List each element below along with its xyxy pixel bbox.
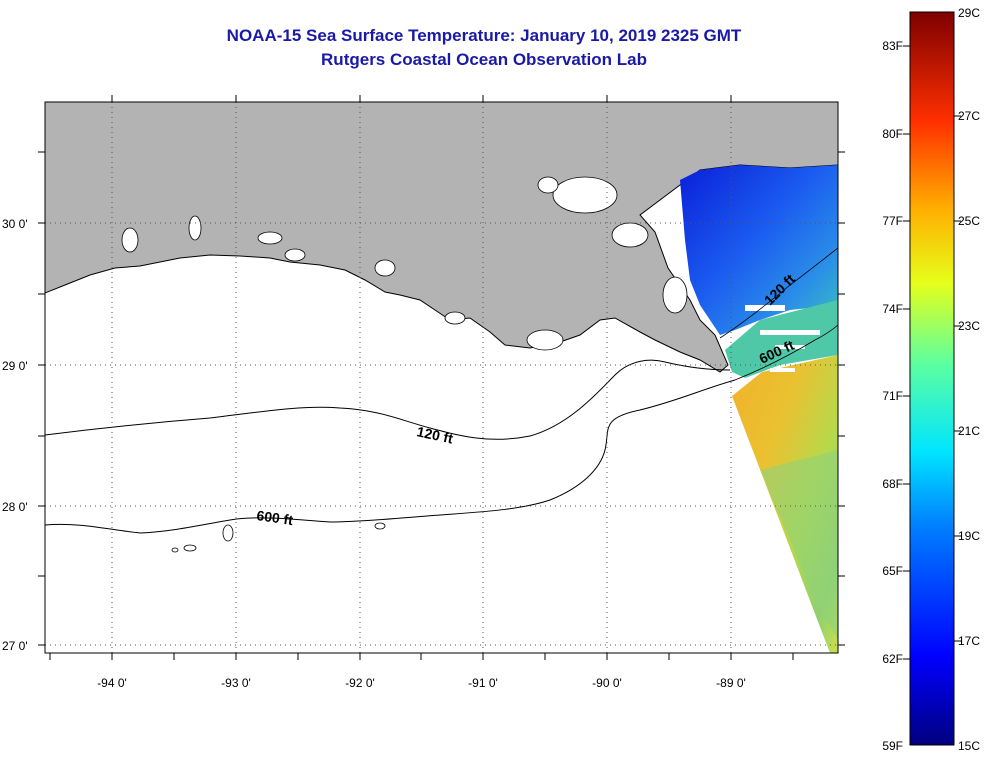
contour-120ft [45, 359, 731, 440]
colorbar-c-27: 27C [958, 109, 980, 123]
colorbar-c-17: 17C [958, 634, 980, 648]
colorbar-f-68: 68F [882, 477, 903, 491]
sst-swath-cyan [725, 300, 838, 378]
colorbar-c-23: 23C [958, 319, 980, 333]
map-subtitle: Rutgers Coastal Ocean Observation Lab [321, 50, 647, 69]
land-mass [45, 102, 838, 373]
axis-ticks [38, 95, 845, 660]
lat-label-30: 30 0' [2, 217, 28, 231]
lon-label-90: -90 0' [592, 676, 622, 690]
lon-label-89: -89 0' [716, 676, 746, 690]
contour-120ft-east [719, 247, 838, 339]
colorbar-c-21: 21C [958, 424, 980, 438]
map-frame [44, 101, 839, 654]
colorbar-f-65: 65F [882, 564, 903, 578]
graticule [45, 102, 838, 653]
colorbar-f-71: 71F [882, 389, 903, 403]
map-area: 120 ft 600 ft 120 ft 600 ft [45, 102, 838, 653]
colorbar-c-15: 15C [958, 739, 980, 753]
lon-label-93: -93 0' [221, 676, 251, 690]
colorbar-gradient [909, 11, 955, 746]
lon-label-94: -94 0' [97, 676, 127, 690]
colorbar-f-62: 62F [882, 652, 903, 666]
lon-label-91: -91 0' [468, 676, 498, 690]
colorbar: 83F 80F 77F 74F 71F 68F 65F 62F 59F 29C … [882, 6, 980, 753]
colorbar-f-80: 80F [882, 127, 903, 141]
lat-label-27: 27 0' [2, 639, 28, 653]
lat-label-28: 28 0' [2, 500, 28, 514]
contour-label-600ft: 600 ft [256, 507, 295, 528]
sst-swath-cold [680, 165, 838, 335]
colorbar-f-77: 77F [882, 214, 903, 228]
colorbar-f-74: 74F [882, 302, 903, 316]
lon-label-92: -92 0' [345, 676, 375, 690]
contour-600ft-east [734, 324, 838, 381]
colorbar-f-83: 83F [882, 39, 903, 53]
contour-600ft [45, 379, 736, 534]
colorbar-c-25: 25C [958, 214, 980, 228]
map-title: NOAA-15 Sea Surface Temperature: January… [226, 26, 742, 45]
colorbar-c-29: 29C [958, 6, 980, 20]
lat-label-29: 29 0' [2, 359, 28, 373]
colorbar-c-19: 19C [958, 529, 980, 543]
sst-swath-green [760, 450, 838, 640]
contour-label-120ft: 120 ft [415, 423, 454, 446]
colorbar-f-59: 59F [882, 739, 903, 753]
